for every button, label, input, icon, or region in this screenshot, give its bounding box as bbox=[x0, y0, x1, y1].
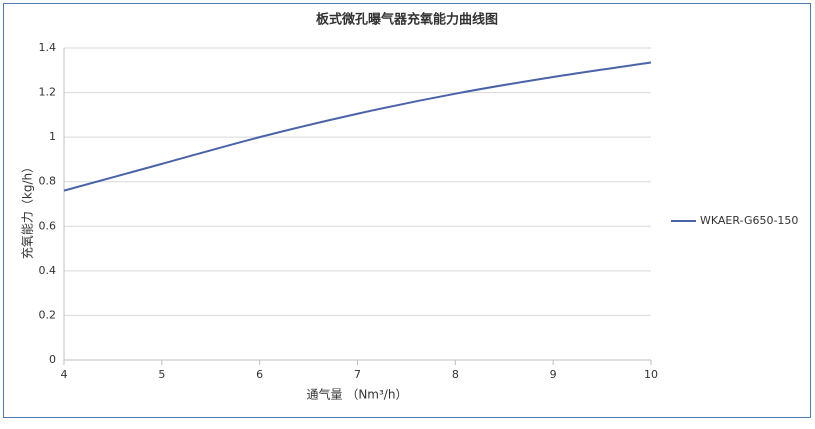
y-tick-label: 0.4 bbox=[39, 264, 57, 277]
x-tick-label: 8 bbox=[452, 368, 459, 381]
y-tick-label: 0.6 bbox=[39, 219, 57, 232]
y-tick-label: 0.8 bbox=[39, 175, 57, 188]
y-axis-label: 充氧能力（kg/h） bbox=[20, 161, 35, 259]
y-tick-label: 1.2 bbox=[39, 86, 57, 99]
chart-title: 板式微孔曝气器充氧能力曲线图 bbox=[316, 12, 498, 28]
chart-frame bbox=[3, 3, 811, 418]
legend-label: WKAER-G650-150 bbox=[700, 214, 798, 227]
x-tick-label: 5 bbox=[158, 368, 165, 381]
y-tick-label: 0.2 bbox=[39, 308, 57, 321]
x-tick-label: 9 bbox=[550, 368, 557, 381]
x-axis-label: 通气量 （Nm³/h） bbox=[307, 387, 408, 402]
x-tick-label: 10 bbox=[644, 368, 658, 381]
x-tick-label: 7 bbox=[354, 368, 361, 381]
y-tick-label: 1 bbox=[49, 130, 56, 143]
series-line bbox=[63, 61, 652, 192]
y-tick-label: 0 bbox=[49, 353, 56, 366]
x-tick-label: 4 bbox=[61, 368, 68, 381]
y-tick-label: 1.4 bbox=[39, 41, 57, 54]
x-tick-label: 6 bbox=[256, 368, 263, 381]
